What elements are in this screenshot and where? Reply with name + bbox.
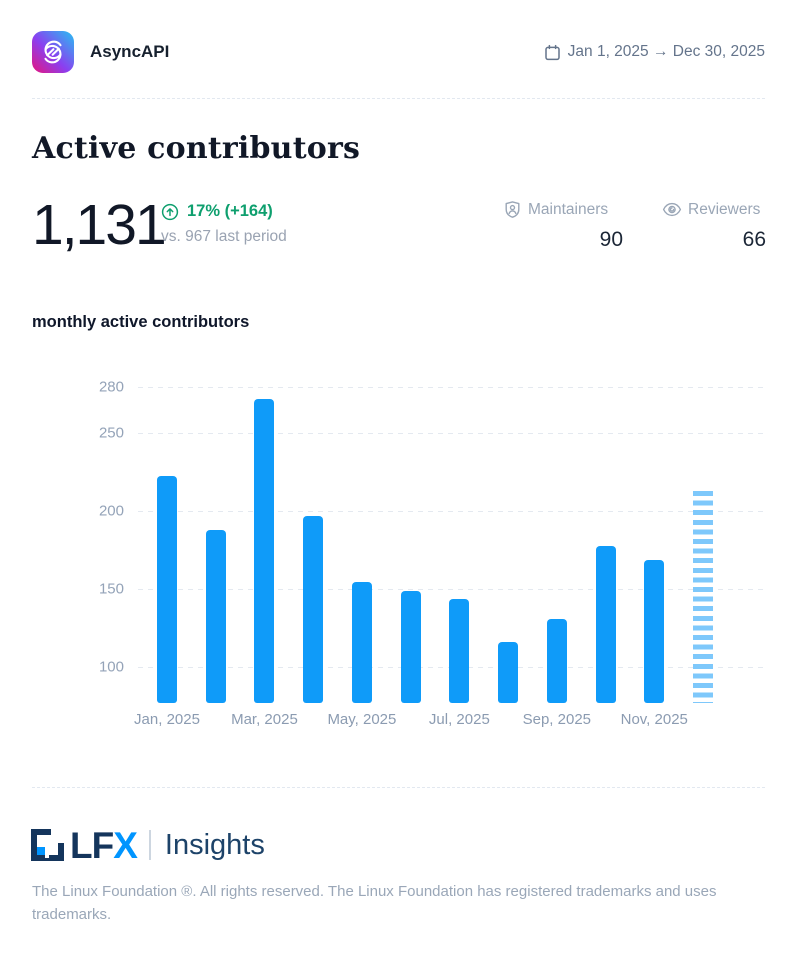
copyright-text: The Linux Foundation ®. All rights reser… <box>32 883 717 923</box>
bar[interactable] <box>400 590 421 703</box>
reviewers-value: 66 <box>742 228 766 251</box>
bar[interactable] <box>595 545 616 703</box>
y-gridline <box>138 386 765 388</box>
asyncapi-logo-icon <box>32 31 74 73</box>
date-range-label: Jan 1, 2025 → Dec 30, 2025 <box>567 43 765 60</box>
maintainers-stat: Maintainers 90 <box>503 200 623 252</box>
reviewers-label: Reviewers <box>688 200 761 218</box>
x-axis-tick-label: May, 2025 <box>327 711 397 728</box>
y-gridline <box>138 589 765 591</box>
y-axis-tick-label: 200 <box>98 502 124 520</box>
org-name: AsyncAPI <box>90 42 170 61</box>
reviewer-eye-icon <box>662 200 682 219</box>
trend-comparison: vs. 967 last period <box>161 228 287 245</box>
bar[interactable] <box>498 642 519 703</box>
bar[interactable] <box>254 399 275 703</box>
chart-title: monthly active contributors <box>32 313 250 331</box>
lfx-cube-icon <box>31 828 65 862</box>
bar[interactable] <box>546 618 567 703</box>
footer-divider <box>32 787 765 788</box>
bar[interactable] <box>303 516 324 703</box>
x-axis-tick-label: Jan, 2025 <box>134 711 200 728</box>
x-axis-tick-label: Jul, 2025 <box>428 711 490 728</box>
y-axis-tick-label: 150 <box>98 580 124 598</box>
bar[interactable] <box>644 559 665 703</box>
trend-percent: 17% (+164) <box>187 202 273 220</box>
bar[interactable] <box>449 598 470 703</box>
y-gridline <box>138 511 765 513</box>
bar[interactable] <box>205 530 226 703</box>
maintainers-label: Maintainers <box>528 200 609 218</box>
calendar-icon <box>544 44 561 61</box>
y-gridline <box>138 433 765 435</box>
bar-projected[interactable] <box>693 491 713 703</box>
trend-up-icon <box>161 203 179 221</box>
date-range-picker[interactable]: Jan 1, 2025 → Dec 30, 2025 <box>544 43 765 61</box>
bar[interactable] <box>351 581 372 703</box>
bar[interactable] <box>157 475 177 703</box>
lfx-wordmark: LF X <box>70 824 138 866</box>
header: AsyncAPI Jan 1, 2025 → Dec 30, 2025 <box>32 30 765 74</box>
trend-block: 17% (+164) vs. 967 last period <box>161 202 287 246</box>
maintainer-badge-icon <box>503 200 522 219</box>
y-axis-tick-label: 280 <box>98 378 124 396</box>
y-axis-tick-label: 100 <box>98 658 124 676</box>
monthly-contributors-chart: 100 150 200 250 280 Jan, 2025 Mar, 2025 May, 20… <box>32 378 765 728</box>
y-axis-tick-label: 250 <box>98 424 124 442</box>
x-axis-tick-label: Sep, 2025 <box>522 711 592 728</box>
x-axis-tick-label: Mar, 2025 <box>231 711 298 728</box>
maintainers-value: 90 <box>599 228 623 251</box>
header-divider <box>32 98 765 99</box>
logo-divider <box>148 830 151 860</box>
metric-value: 1,131 <box>32 193 167 257</box>
reviewers-stat: Reviewers 66 <box>662 200 766 252</box>
x-axis-tick-label: Nov, 2025 <box>620 711 688 728</box>
lfx-insights-logo: LF X Insights <box>31 826 265 864</box>
insights-wordmark: Insights <box>164 828 265 861</box>
page-title: Active contributors <box>32 131 361 166</box>
